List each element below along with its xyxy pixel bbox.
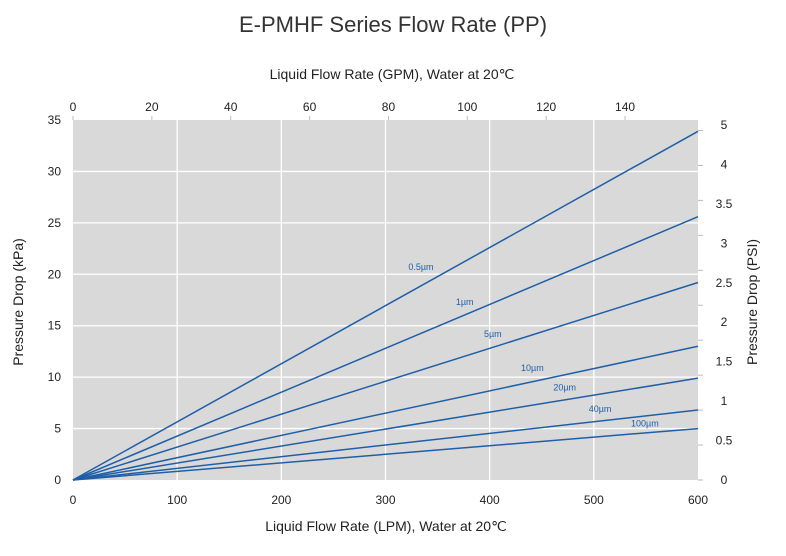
x-tick-label: 600 bbox=[688, 493, 708, 507]
x2-tick-label: 120 bbox=[536, 100, 556, 114]
series-line bbox=[72, 130, 699, 481]
top-axis-title: Liquid Flow Rate (GPM), Water at 20℃ bbox=[270, 66, 515, 82]
x-tick-label: 500 bbox=[584, 493, 604, 507]
series-label: 5µm bbox=[484, 329, 502, 339]
series-label: 1µm bbox=[456, 297, 474, 307]
series-line bbox=[72, 281, 699, 481]
y2-tick-label: 2 bbox=[721, 315, 728, 329]
y-tick-label: 5 bbox=[54, 422, 61, 436]
y-tick-label: 15 bbox=[48, 319, 62, 333]
x-tick-label: 100 bbox=[167, 493, 187, 507]
y2-tick-label: 0.5 bbox=[716, 434, 733, 448]
x2-tick-label: 0 bbox=[70, 100, 77, 114]
y-tick-label: 25 bbox=[48, 216, 62, 230]
y2-tick-label: 5 bbox=[721, 118, 728, 132]
x-tick-label: 200 bbox=[271, 493, 291, 507]
series-line bbox=[72, 345, 699, 481]
y2-tick-label: 3 bbox=[721, 236, 728, 250]
x2-tick-label: 80 bbox=[382, 100, 396, 114]
left-axis-title: Pressure Drop (kPa) bbox=[10, 238, 26, 366]
y-tick-label: 35 bbox=[48, 113, 62, 127]
series-label: 40µm bbox=[589, 404, 612, 414]
series-label: 20µm bbox=[553, 383, 576, 393]
x2-tick-label: 140 bbox=[615, 100, 635, 114]
series-label: 10µm bbox=[521, 363, 544, 373]
y2-tick-label: 4 bbox=[721, 157, 728, 171]
x2-tick-label: 60 bbox=[303, 100, 317, 114]
x2-tick-label: 40 bbox=[224, 100, 238, 114]
series-label: 0.5µm bbox=[408, 262, 433, 272]
chart-title: E-PMHF Series Flow Rate (PP) bbox=[239, 12, 547, 37]
bottom-axis-title: Liquid Flow Rate (LPM), Water at 20℃ bbox=[265, 518, 507, 534]
series-line bbox=[72, 377, 699, 481]
series-line bbox=[72, 409, 699, 481]
y2-tick-label: 3.5 bbox=[716, 197, 733, 211]
y2-tick-label: 2.5 bbox=[716, 276, 733, 290]
x-tick-label: 400 bbox=[480, 493, 500, 507]
x-tick-label: 300 bbox=[375, 493, 395, 507]
y2-tick-label: 0 bbox=[721, 473, 728, 487]
x2-tick-label: 100 bbox=[457, 100, 477, 114]
y-tick-label: 0 bbox=[54, 473, 61, 487]
series-line bbox=[72, 215, 699, 481]
series-line bbox=[72, 427, 699, 481]
y-tick-label: 20 bbox=[48, 267, 62, 281]
y-tick-label: 30 bbox=[48, 164, 62, 178]
y2-tick-label: 1.5 bbox=[716, 355, 733, 369]
series-label: 100µm bbox=[631, 419, 659, 429]
x2-tick-label: 20 bbox=[145, 100, 159, 114]
y-tick-label: 10 bbox=[48, 370, 62, 384]
right-axis-title: Pressure Drop (PSI) bbox=[744, 239, 760, 365]
y2-tick-label: 1 bbox=[721, 394, 728, 408]
x-tick-label: 0 bbox=[70, 493, 77, 507]
